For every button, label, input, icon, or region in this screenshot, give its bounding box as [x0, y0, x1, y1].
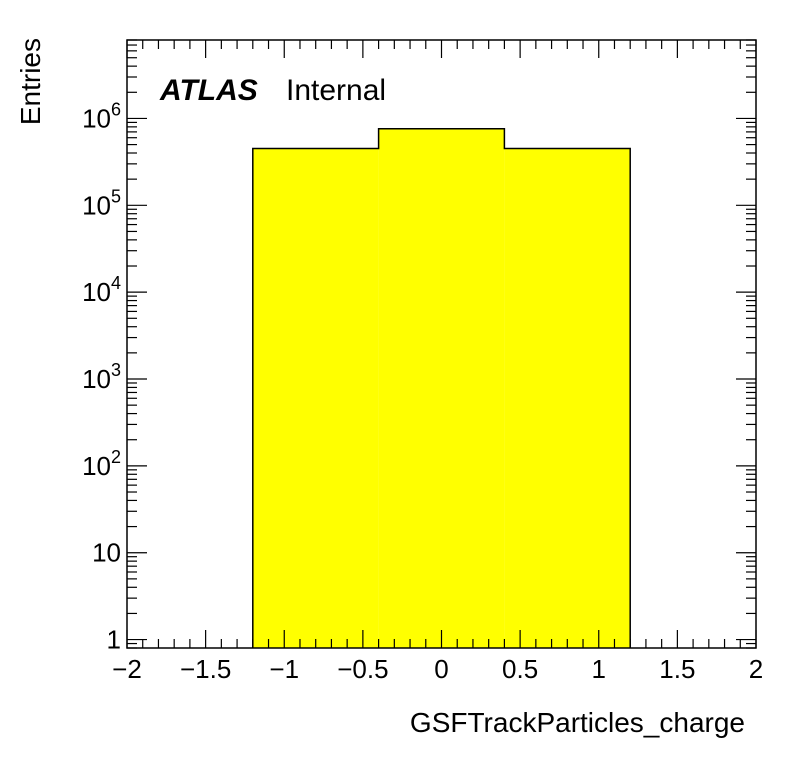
x-tick-label: 2 [749, 654, 763, 684]
histogram-bin-1 [252, 148, 379, 648]
plot-frame [126, 39, 757, 649]
y-axis-title: Entries [15, 38, 46, 125]
internal-label: Internal [286, 74, 386, 107]
x-tick-label: −2 [112, 654, 142, 684]
x-tick-label: −0.5 [337, 654, 388, 684]
y-tick-label: 104 [82, 273, 121, 307]
x-tick-label: −1.5 [180, 654, 231, 684]
x-tick-label: 0.5 [502, 654, 538, 684]
y-tick-label: 106 [82, 99, 121, 133]
y-tick-labels: 1 10 102 103 104 105 106 [82, 99, 121, 654]
x-axis-title: GSFTrackParticles_charge [410, 707, 745, 738]
x-tick-label: 1 [592, 654, 606, 684]
atlas-label: ATLAS [159, 74, 258, 107]
y-tick-label: 105 [82, 186, 121, 220]
axis-ticks [126, 39, 757, 649]
y-tick-label: 1 [107, 625, 121, 655]
y-tick-label: 103 [82, 360, 121, 394]
x-tick-label: −1 [269, 654, 299, 684]
histogram-bars [252, 128, 631, 649]
y-tick-label: 102 [82, 447, 121, 481]
histogram-outline [252, 128, 631, 648]
histogram-bin-3 [504, 148, 631, 648]
x-tick-label: 1.5 [659, 654, 695, 684]
y-tick-label: 10 [92, 538, 121, 568]
x-tick-label: 0 [434, 654, 448, 684]
histogram-bin-2 [378, 128, 505, 649]
x-tick-labels: −2 −1.5 −1 −0.5 0 0.5 1 1.5 2 [112, 654, 763, 684]
